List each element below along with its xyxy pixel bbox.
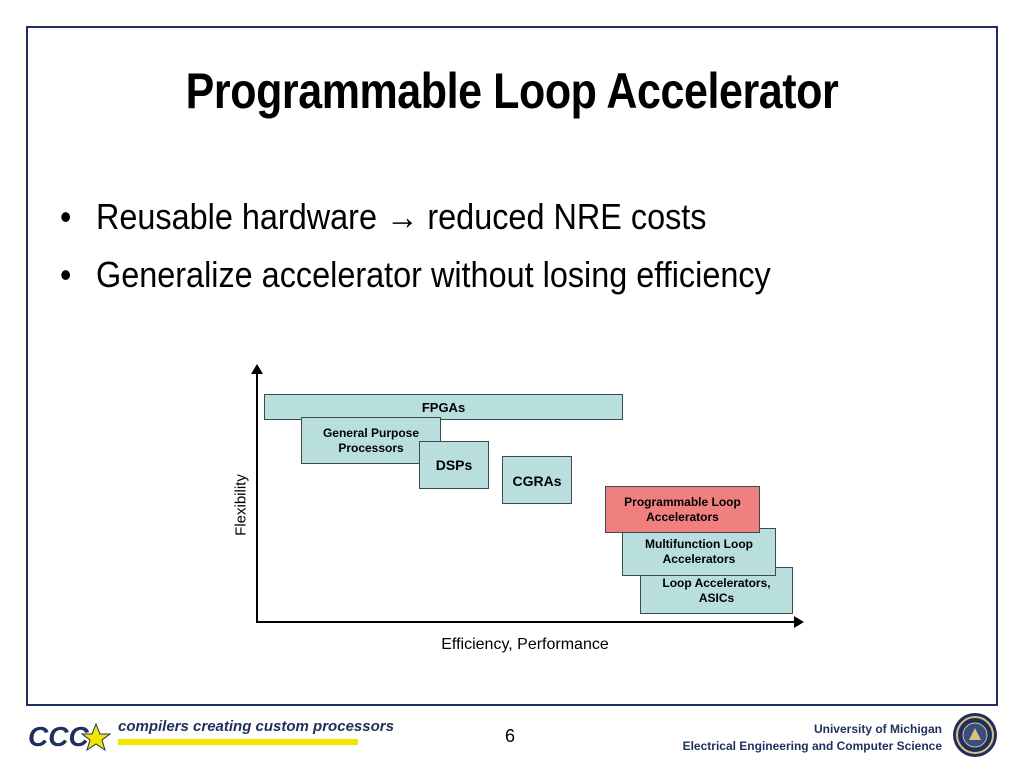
university-seal-icon: [953, 713, 997, 757]
slide-title: Programmable Loop Accelerator: [185, 63, 839, 119]
cgras-box: CGRAs: [502, 456, 572, 504]
y-axis-label: Flexibility: [232, 474, 250, 536]
bullet-text: Generalize accelerator without losing ef…: [96, 254, 771, 295]
bullet-item: • Generalize accelerator without losing …: [60, 246, 870, 304]
bullet-symbol: •: [60, 254, 72, 295]
university-credit: University of Michigan Electrical Engine…: [683, 721, 942, 755]
fpgas-label: FPGAs: [421, 400, 466, 415]
university-name: University of Michigan: [813, 722, 942, 736]
bullet-symbol: •: [60, 196, 72, 237]
footer-tagline: compilers creating custom processors: [118, 718, 394, 735]
programmable-loop-accelerators-box: Programmable Loop Accelerators: [605, 486, 760, 533]
multifunction-loop-accelerators-label: Multifunction Loop Accelerators: [645, 537, 753, 566]
x-axis-arrow-icon: [794, 616, 804, 628]
cgras-label: CGRAs: [512, 473, 562, 489]
ccc-logo-icon: CCC: [28, 721, 112, 752]
slide-frame: [26, 26, 998, 706]
general-purpose-processors-box: General Purpose Processors: [301, 417, 441, 464]
y-axis: [256, 372, 258, 622]
x-axis-label: Efficiency, Performance: [441, 636, 609, 653]
page-number: 6: [505, 726, 516, 746]
bullet-list: • Reusable hardware → reduced NRE costs …: [60, 188, 960, 304]
programmable-loop-accelerators-label: Programmable Loop Accelerators: [624, 495, 741, 524]
dsps-label: DSPs: [435, 457, 473, 473]
tagline-underline: [118, 739, 358, 745]
x-axis: [256, 621, 794, 623]
loop-accelerators-asics-label: Loop Accelerators, ASICs: [662, 576, 771, 605]
department-name: Electrical Engineering and Computer Scie…: [682, 739, 942, 753]
logo-text: CCC: [28, 721, 89, 752]
fpgas-box: FPGAs: [264, 394, 623, 420]
general-purpose-processors-label: General Purpose Processors: [322, 426, 420, 455]
y-axis-arrow-icon: [251, 364, 263, 374]
multifunction-loop-accelerators-box: Multifunction Loop Accelerators: [622, 528, 776, 576]
bullet-text: Reusable hardware → reduced NRE costs: [96, 196, 707, 237]
dsps-box: DSPs: [419, 441, 489, 489]
bullet-item: • Reusable hardware → reduced NRE costs: [60, 188, 870, 246]
